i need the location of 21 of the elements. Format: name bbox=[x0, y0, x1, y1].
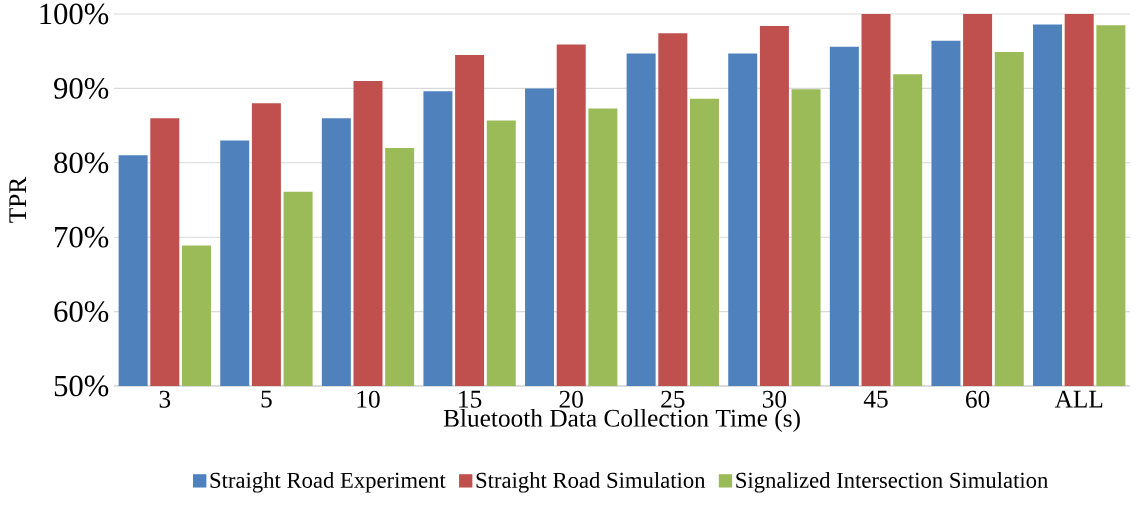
y-tick-label: 90% bbox=[54, 77, 109, 99]
legend-label: Straight Road Simulation bbox=[476, 472, 706, 493]
x-tick-label: 5 bbox=[261, 390, 272, 408]
x-tick-label: 3 bbox=[159, 390, 171, 408]
legend-label: Signalized Intersection Simulation bbox=[736, 472, 1049, 493]
y-tick-label: 60% bbox=[54, 301, 109, 322]
y-axis-title: TPR bbox=[9, 176, 26, 223]
x-tick-label: 15 bbox=[459, 390, 482, 408]
y-tick-label: 50% bbox=[54, 375, 109, 397]
y-tick-label: 80% bbox=[54, 152, 109, 174]
x-tick-label: 10 bbox=[357, 390, 380, 408]
x-tick-label: 60 bbox=[966, 390, 990, 408]
x-tick-label: 20 bbox=[559, 390, 583, 408]
y-tick-label: 70% bbox=[55, 226, 109, 248]
x-tick-label: ALL bbox=[1054, 390, 1103, 408]
x-axis-title: Bluetooth Data Collection Time (s) bbox=[443, 408, 800, 432]
y-tick-label: 100% bbox=[40, 3, 109, 25]
x-tick-label: 45 bbox=[863, 390, 888, 408]
x-tick-label: 25 bbox=[661, 390, 685, 408]
legend-label: Straight Road Experiment bbox=[210, 472, 446, 493]
x-tick-label: 30 bbox=[762, 390, 787, 408]
